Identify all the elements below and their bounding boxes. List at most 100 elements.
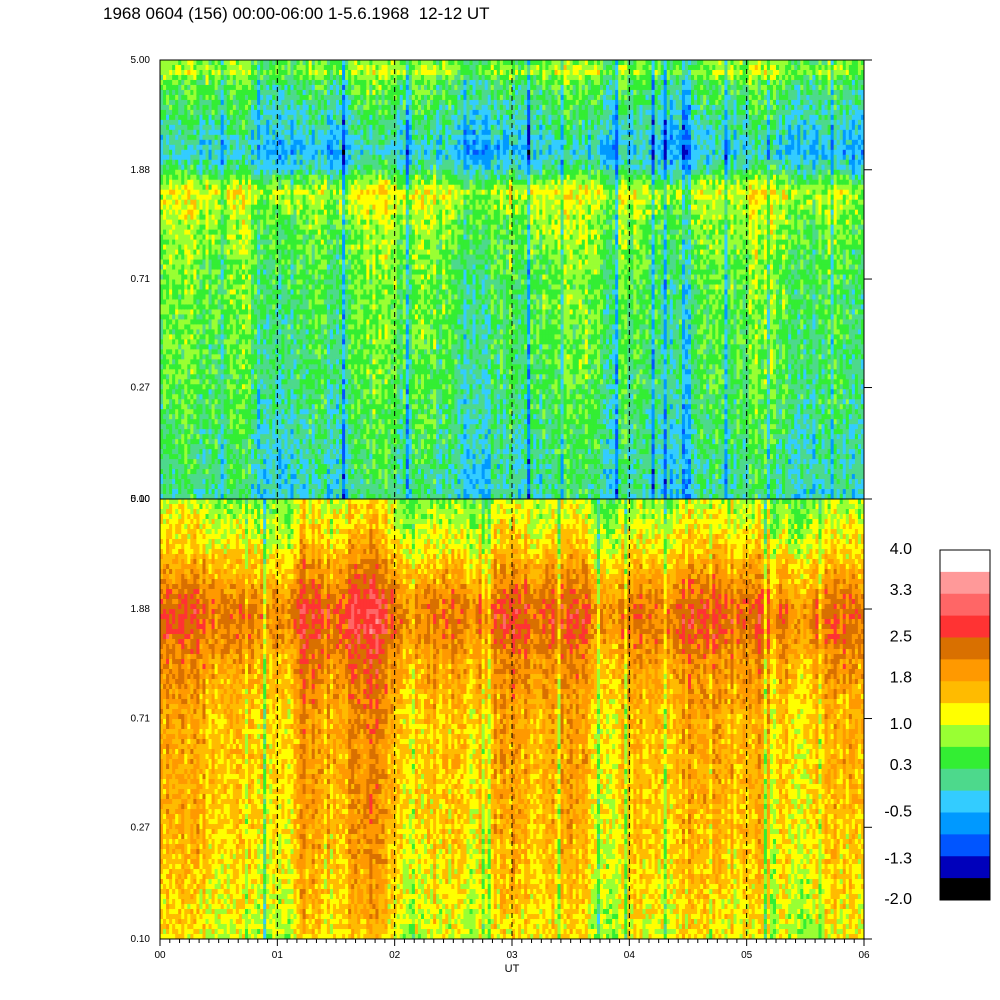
heatmap-cell xyxy=(166,359,170,365)
heatmap-cell xyxy=(166,64,170,71)
heatmap-cell xyxy=(163,429,167,435)
heatmap-cell xyxy=(160,329,164,335)
heatmap-cell xyxy=(181,154,185,161)
heatmap-cell xyxy=(184,429,188,435)
heatmap-cell xyxy=(169,484,173,490)
heatmap-cell xyxy=(166,409,170,415)
heatmap-cell xyxy=(187,429,191,435)
heatmap-cell xyxy=(184,264,188,271)
heatmap-cell xyxy=(172,294,176,301)
heatmap-cell xyxy=(187,229,191,236)
heatmap-cell xyxy=(181,294,185,301)
heatmap-cell xyxy=(175,169,179,176)
heatmap-cell xyxy=(160,349,164,355)
heatmap-cell xyxy=(187,114,191,121)
heatmap-cell xyxy=(187,379,191,385)
heatmap-cell xyxy=(160,149,164,156)
heatmap-cell xyxy=(160,189,164,196)
heatmap-cell xyxy=(160,229,164,236)
heatmap-cell xyxy=(166,89,170,96)
heatmap-cell xyxy=(190,69,194,76)
heatmap-cell xyxy=(175,414,179,420)
heatmap-cell xyxy=(190,89,194,96)
heatmap-cell xyxy=(169,319,173,325)
heatmap-cell xyxy=(163,164,167,171)
heatmap-cell xyxy=(166,234,170,241)
heatmap-cell xyxy=(178,99,182,106)
heatmap-cell xyxy=(175,64,179,71)
heatmap-cell xyxy=(187,134,191,141)
heatmap-cell xyxy=(187,419,191,425)
heatmap-cell xyxy=(190,74,194,81)
heatmap-cell xyxy=(187,174,191,181)
heatmap-cell xyxy=(175,469,179,475)
heatmap-cell xyxy=(172,119,176,126)
heatmap-cell xyxy=(184,409,188,415)
heatmap-cell xyxy=(175,164,179,171)
heatmap-cell xyxy=(169,404,173,410)
heatmap-cell xyxy=(166,244,170,251)
heatmap-cell xyxy=(178,64,182,71)
heatmap-cell xyxy=(166,469,170,475)
heatmap-cell xyxy=(178,124,182,131)
heatmap-cell xyxy=(187,354,191,360)
heatmap-cell xyxy=(163,349,167,355)
heatmap-cell xyxy=(166,184,170,191)
heatmap-cell xyxy=(172,234,176,241)
heatmap-cell xyxy=(181,434,185,440)
heatmap-cell xyxy=(181,409,185,415)
heatmap-cell xyxy=(172,344,176,350)
heatmap-cell xyxy=(178,129,182,136)
heatmap-cell xyxy=(163,334,167,340)
heatmap-cell xyxy=(172,264,176,271)
heatmap-cell xyxy=(190,79,194,86)
heatmap-cell xyxy=(181,324,185,330)
heatmap-cell xyxy=(166,124,170,131)
heatmap-cell xyxy=(175,219,179,226)
heatmap-cell xyxy=(184,494,188,499)
heatmap-cell xyxy=(172,354,176,360)
heatmap-cell xyxy=(172,224,176,231)
heatmap-cell xyxy=(175,99,179,106)
heatmap-cell xyxy=(163,279,167,286)
heatmap-cell xyxy=(175,364,179,370)
heatmap-cell xyxy=(178,494,182,499)
heatmap-cell xyxy=(163,439,167,445)
heatmap-cell xyxy=(181,424,185,430)
heatmap-cell xyxy=(184,304,188,311)
heatmap-cell xyxy=(184,189,188,196)
heatmap-cell xyxy=(163,69,167,76)
heatmap-cell xyxy=(187,109,191,116)
heatmap-cell xyxy=(187,374,191,380)
heatmap-cell xyxy=(160,494,164,499)
heatmap-cell xyxy=(163,484,167,490)
heatmap-cell xyxy=(166,69,170,76)
heatmap-cell xyxy=(181,169,185,176)
heatmap-cell xyxy=(163,224,167,231)
heatmap-cell xyxy=(172,404,176,410)
heatmap-cell xyxy=(166,189,170,196)
heatmap-cell xyxy=(175,254,179,261)
heatmap-cell xyxy=(181,159,185,166)
heatmap-cell xyxy=(169,419,173,425)
heatmap-cell xyxy=(163,174,167,181)
heatmap-cell xyxy=(169,304,173,311)
heatmap-cell xyxy=(175,434,179,440)
heatmap-cell xyxy=(166,219,170,226)
heatmap-cell xyxy=(166,419,170,425)
heatmap-cell xyxy=(175,209,179,216)
heatmap-cell xyxy=(181,264,185,271)
heatmap-cell xyxy=(178,454,182,460)
heatmap-cell xyxy=(187,104,191,111)
heatmap-cell xyxy=(172,349,176,355)
heatmap-cell xyxy=(172,464,176,470)
heatmap-cell xyxy=(169,449,173,455)
heatmap-cell xyxy=(169,124,173,131)
heatmap-cell xyxy=(160,234,164,241)
heatmap-cell xyxy=(172,389,176,395)
heatmap-cell xyxy=(181,219,185,226)
heatmap-cell xyxy=(163,474,167,480)
heatmap-cell xyxy=(163,489,167,495)
heatmap-cell xyxy=(178,119,182,126)
heatmap-cell xyxy=(166,284,170,291)
